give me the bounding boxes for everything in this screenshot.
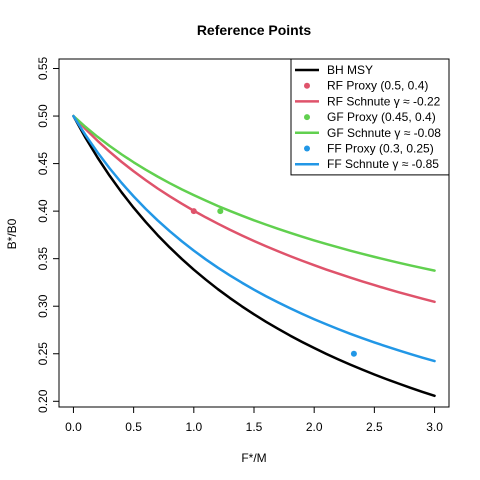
legend-label: GF Proxy (0.45, 0.4) bbox=[327, 110, 436, 124]
series-line-0 bbox=[72, 114, 436, 398]
x-tick-label: 1.5 bbox=[246, 420, 263, 434]
y-tick-label: 0.25 bbox=[36, 342, 50, 366]
legend-label: RF Schnute γ ≈ -0.22 bbox=[327, 94, 441, 108]
legend: BH MSY RF Proxy (0.5, 0.4)RF Schnute γ ≈ … bbox=[290, 58, 450, 176]
proxy-point-0 bbox=[190, 208, 197, 215]
x-axis-title: F*/M bbox=[241, 451, 266, 465]
x-tick-label: 0.5 bbox=[125, 420, 142, 434]
x-tick-label: 2.0 bbox=[306, 420, 323, 434]
plot-frame bbox=[58, 58, 450, 408]
legend-swatch-point bbox=[304, 145, 310, 152]
legend-label: FF Schnute γ ≈ -0.85 bbox=[327, 157, 439, 171]
legend-label: GF Schnute γ ≈ -0.08 bbox=[327, 126, 441, 140]
legend-label: BH MSY bbox=[327, 63, 373, 77]
x-tick-label: 3.0 bbox=[426, 420, 443, 434]
y-tick-label: 0.20 bbox=[36, 389, 50, 413]
proxy-point-1 bbox=[217, 208, 224, 215]
y-axis-title: B*/B0 bbox=[5, 218, 19, 249]
x-tick-label: 1.0 bbox=[185, 420, 202, 434]
chart-title: Reference Points bbox=[197, 22, 312, 38]
series-layer bbox=[72, 114, 436, 398]
legend-label: FF Proxy (0.3, 0.25) bbox=[327, 142, 434, 156]
y-tick-label: 0.40 bbox=[36, 199, 50, 223]
x-tick-label: 0.0 bbox=[65, 420, 82, 434]
y-tick-label: 0.45 bbox=[36, 152, 50, 176]
y-tick-label: 0.50 bbox=[36, 104, 50, 128]
y-tick-label: 0.30 bbox=[36, 294, 50, 318]
series-line-1 bbox=[72, 114, 436, 304]
y-tick-label: 0.55 bbox=[36, 57, 50, 81]
x-tick-label: 2.5 bbox=[366, 420, 383, 434]
legend-swatch-point bbox=[304, 82, 310, 89]
series-line-3 bbox=[72, 114, 436, 363]
points-layer bbox=[190, 208, 357, 357]
legend-box bbox=[290, 58, 450, 176]
legend-label: RF Proxy (0.5, 0.4) bbox=[327, 79, 428, 93]
series-line-2 bbox=[72, 114, 436, 272]
proxy-point-2 bbox=[350, 350, 357, 357]
y-tick-label: 0.35 bbox=[36, 247, 50, 271]
legend-swatch-point bbox=[304, 114, 310, 121]
